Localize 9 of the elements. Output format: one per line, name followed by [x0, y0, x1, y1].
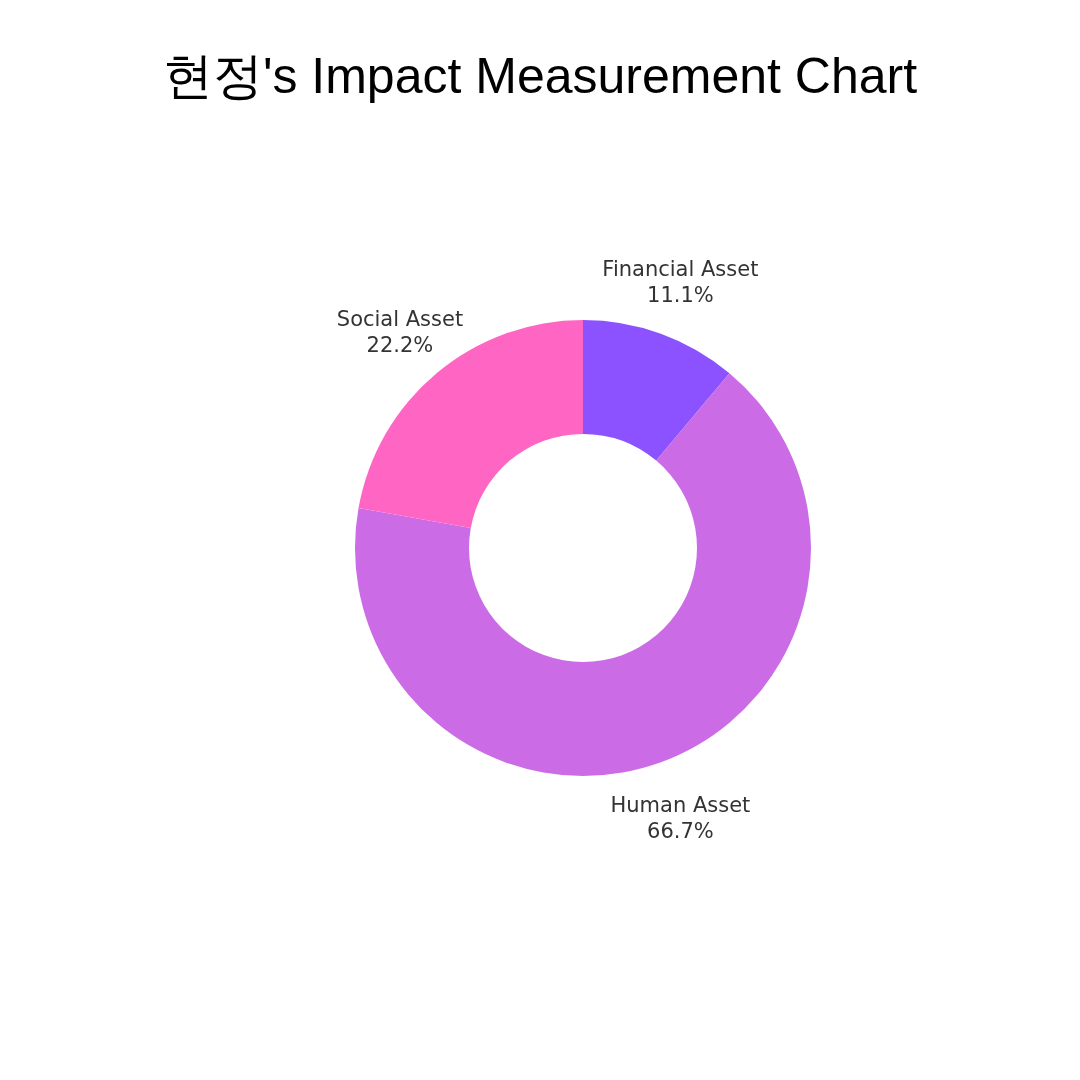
slice-label: Human Asset — [610, 792, 751, 817]
slice-label: Social Asset — [336, 306, 464, 331]
data-label: 11.1% — [647, 283, 714, 308]
data-label: 22.2% — [366, 332, 434, 357]
donut-slice — [583, 320, 730, 461]
donut-slice — [355, 373, 811, 776]
data-label: 66.7% — [647, 818, 714, 843]
chart-title: 현정's Impact Measurement Chart — [162, 48, 918, 104]
slice-label: Financial Asset — [602, 257, 759, 282]
